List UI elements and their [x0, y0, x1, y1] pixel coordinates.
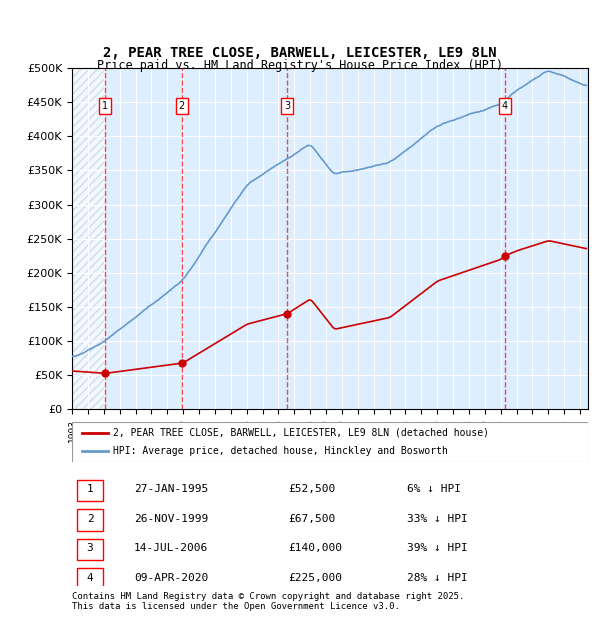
FancyBboxPatch shape: [77, 480, 103, 501]
Text: 4: 4: [502, 100, 508, 111]
Text: 2, PEAR TREE CLOSE, BARWELL, LEICESTER, LE9 8LN: 2, PEAR TREE CLOSE, BARWELL, LEICESTER, …: [103, 46, 497, 60]
Text: 28% ↓ HPI: 28% ↓ HPI: [407, 573, 468, 583]
Text: 6% ↓ HPI: 6% ↓ HPI: [407, 484, 461, 494]
FancyBboxPatch shape: [72, 422, 588, 462]
Bar: [72, 68, 105, 409]
Text: 1: 1: [102, 100, 108, 111]
FancyBboxPatch shape: [77, 510, 103, 531]
Text: £225,000: £225,000: [289, 573, 343, 583]
FancyBboxPatch shape: [77, 568, 103, 590]
Text: 09-APR-2020: 09-APR-2020: [134, 573, 208, 583]
Text: 2, PEAR TREE CLOSE, BARWELL, LEICESTER, LE9 8LN (detached house): 2, PEAR TREE CLOSE, BARWELL, LEICESTER, …: [113, 428, 489, 438]
Text: 4: 4: [86, 573, 94, 583]
Text: 14-JUL-2006: 14-JUL-2006: [134, 543, 208, 553]
Text: 39% ↓ HPI: 39% ↓ HPI: [407, 543, 468, 553]
Text: 1: 1: [86, 484, 94, 494]
Text: 3: 3: [86, 543, 94, 553]
Text: 27-JAN-1995: 27-JAN-1995: [134, 484, 208, 494]
Text: 26-NOV-1999: 26-NOV-1999: [134, 514, 208, 524]
Text: 33% ↓ HPI: 33% ↓ HPI: [407, 514, 468, 524]
Text: Contains HM Land Registry data © Crown copyright and database right 2025.: Contains HM Land Registry data © Crown c…: [72, 592, 464, 601]
Text: Price paid vs. HM Land Registry's House Price Index (HPI): Price paid vs. HM Land Registry's House …: [97, 59, 503, 71]
Text: HPI: Average price, detached house, Hinckley and Bosworth: HPI: Average price, detached house, Hinc…: [113, 446, 448, 456]
Text: £140,000: £140,000: [289, 543, 343, 553]
FancyBboxPatch shape: [77, 539, 103, 560]
Text: 2: 2: [178, 100, 185, 111]
Text: 2: 2: [86, 514, 94, 524]
Text: £67,500: £67,500: [289, 514, 336, 524]
Text: This data is licensed under the Open Government Licence v3.0.: This data is licensed under the Open Gov…: [72, 602, 400, 611]
Text: 3: 3: [284, 100, 290, 111]
Text: £52,500: £52,500: [289, 484, 336, 494]
